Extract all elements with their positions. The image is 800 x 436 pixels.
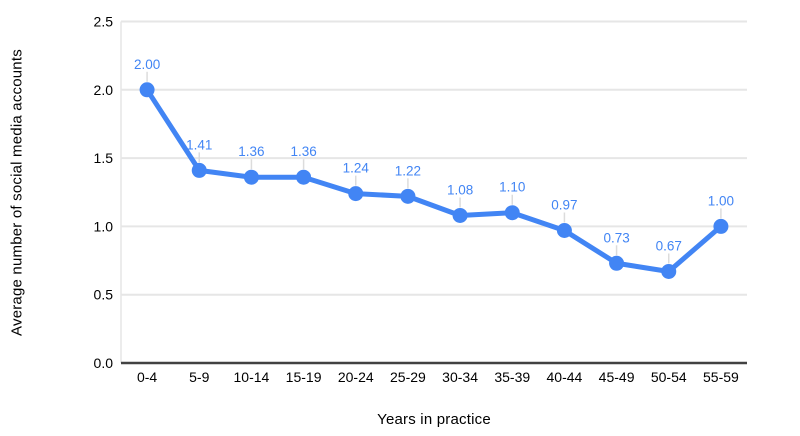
data-point <box>556 222 572 238</box>
x-tick-label: 10-14 <box>234 369 270 385</box>
data-point-label: 2.00 <box>134 57 160 72</box>
data-point <box>400 188 416 204</box>
data-point <box>452 207 468 223</box>
data-point <box>348 186 364 202</box>
x-axis-title: Years in practice <box>377 411 491 428</box>
data-point-label: 0.67 <box>656 238 682 253</box>
x-tick-label: 50-54 <box>651 369 687 385</box>
data-point <box>713 218 729 234</box>
data-point <box>504 205 520 221</box>
y-tick-label: 2.0 <box>94 82 114 98</box>
data-point-label: 0.73 <box>603 230 629 245</box>
x-tick-label: 40-44 <box>547 369 583 385</box>
y-tick-label: 1.0 <box>94 218 114 234</box>
y-tick-label: 0.5 <box>94 287 114 303</box>
x-tick-label: 20-24 <box>338 369 374 385</box>
data-point <box>296 169 312 185</box>
data-point-label: 1.10 <box>499 180 525 195</box>
y-tick-label: 0.0 <box>94 355 114 371</box>
data-point <box>661 263 677 279</box>
x-tick-label: 5-9 <box>189 369 209 385</box>
x-tick-label: 15-19 <box>286 369 322 385</box>
x-tick-label: 45-49 <box>599 369 635 385</box>
y-tick-label: 1.5 <box>94 150 114 166</box>
data-point-label: 1.22 <box>395 163 421 178</box>
data-point-label: 0.97 <box>551 197 577 212</box>
data-point-label: 1.00 <box>708 193 734 208</box>
data-point-label: 1.24 <box>343 161 370 176</box>
data-point-label: 1.08 <box>447 182 473 197</box>
data-point-label: 1.41 <box>186 137 212 152</box>
data-point-label: 1.36 <box>290 144 316 159</box>
data-point <box>609 255 625 271</box>
y-tick-label: 2.5 <box>94 14 114 30</box>
x-tick-label: 55-59 <box>703 369 739 385</box>
series-line <box>144 87 724 274</box>
x-tick-label: 35-39 <box>494 369 530 385</box>
y-axis-title: Average number of social media accounts <box>8 49 26 336</box>
data-point <box>243 169 259 185</box>
data-point <box>139 82 155 98</box>
x-tick-label: 25-29 <box>390 369 426 385</box>
data-point-label: 1.36 <box>238 144 264 159</box>
x-tick-label: 0-4 <box>137 369 157 385</box>
data-point <box>191 162 207 178</box>
x-tick-label: 30-34 <box>442 369 478 385</box>
